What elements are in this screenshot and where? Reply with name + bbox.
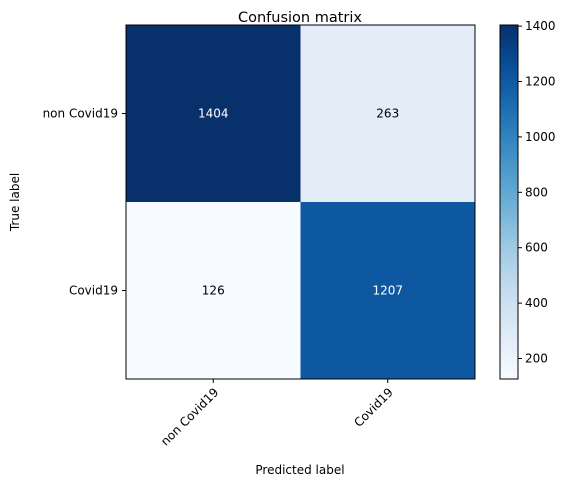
heatmap-cells: 1404 263 126 1207 [126, 25, 475, 379]
y-tick-label: Covid19 [69, 284, 118, 298]
colorbar-tick-label: 800 [525, 185, 548, 199]
cell-value-label: 1207 [372, 284, 403, 298]
heatmap-cell [300, 25, 475, 202]
y-axis-ticks: non Covid19 Covid19 [43, 107, 126, 298]
heatmap-cell [126, 202, 301, 379]
heatmap-cell [126, 25, 301, 202]
colorbar-ticks: 200 400 600 800 1000 1200 1400 [518, 19, 556, 366]
y-tick-label: non Covid19 [43, 107, 118, 121]
colorbar-tick-label: 400 [525, 296, 548, 310]
y-axis-label: True label [8, 173, 22, 232]
plot-frame [125, 24, 476, 380]
x-tick-label: non Covid19 [158, 385, 221, 448]
cell-value-label: 263 [376, 107, 399, 121]
colorbar-tick-label: 600 [525, 241, 548, 255]
colorbar-tick-label: 1400 [525, 19, 556, 33]
chart-title: Confusion matrix [238, 10, 362, 26]
colorbar [499, 24, 519, 380]
x-axis-label: Predicted label [255, 463, 344, 477]
cell-value-label: 126 [202, 284, 225, 298]
x-axis-ticks: non Covid19 Covid19 [158, 379, 396, 448]
colorbar-tick-label: 200 [525, 352, 548, 366]
x-tick-label: Covid19 [351, 385, 396, 430]
colorbar-tick-label: 1200 [525, 75, 556, 89]
heatmap-cell [300, 202, 475, 379]
cell-value-label: 1404 [198, 107, 229, 121]
colorbar-tick-label: 1000 [525, 130, 556, 144]
